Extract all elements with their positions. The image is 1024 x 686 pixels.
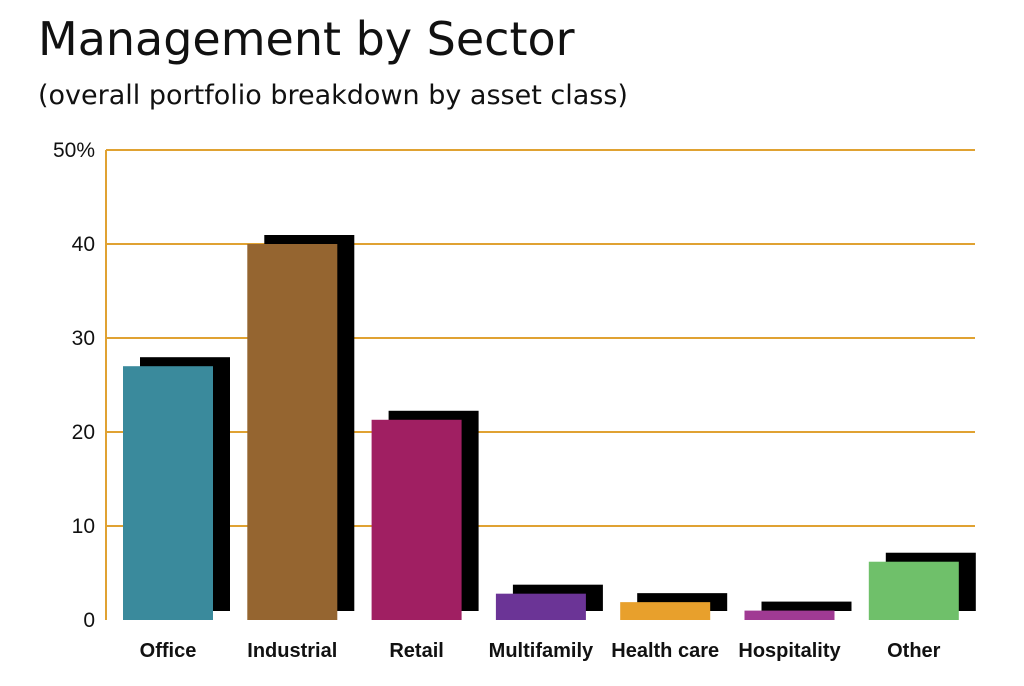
y-tick-label: 20 bbox=[72, 421, 95, 444]
y-tick-label: 0 bbox=[83, 609, 95, 632]
x-tick-label: Retail bbox=[389, 640, 443, 662]
y-tick-label: 50% bbox=[53, 139, 95, 162]
chart-title: Management by Sector bbox=[38, 12, 575, 66]
x-tick-label: Hospitality bbox=[738, 640, 841, 662]
bar-retail bbox=[371, 419, 462, 620]
bar-shadow bbox=[761, 601, 852, 611]
gridlines bbox=[105, 149, 975, 620]
y-tick-label: 30 bbox=[72, 327, 95, 350]
x-tick-label: Multifamily bbox=[489, 640, 594, 662]
y-axis-ticks: 0 10 20 30 40 50% bbox=[53, 139, 95, 632]
bar-health-care bbox=[620, 602, 711, 620]
bar-other bbox=[868, 561, 959, 620]
bars bbox=[123, 235, 976, 620]
bar-industrial bbox=[247, 244, 338, 620]
y-tick-label: 40 bbox=[72, 233, 95, 256]
bar-hospitality bbox=[744, 610, 835, 620]
bar-multifamily bbox=[495, 593, 586, 620]
x-tick-label: Other bbox=[887, 640, 941, 662]
x-tick-label: Industrial bbox=[247, 640, 337, 662]
x-axis-labels: Office Industrial Retail Multifamily Health … bbox=[140, 640, 941, 662]
bar-office bbox=[123, 366, 213, 620]
y-tick-label: 10 bbox=[72, 515, 95, 538]
x-tick-label: Health care bbox=[611, 640, 719, 662]
x-tick-label: Office bbox=[140, 640, 197, 662]
chart-subtitle: (overall portfolio breakdown by asset cl… bbox=[38, 80, 628, 111]
